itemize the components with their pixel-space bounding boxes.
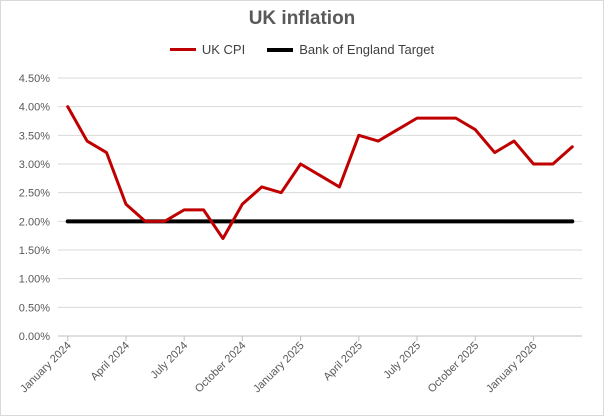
x-tick-label: July 2025 <box>381 340 423 382</box>
legend-swatch-boe-target <box>267 47 294 52</box>
y-tick-label: 1.50% <box>19 245 50 257</box>
legend-label-uk-cpi: UK CPI <box>201 42 246 57</box>
series-line-uk-cpi <box>66 105 574 241</box>
y-tick-label: 0.50% <box>19 302 50 314</box>
x-tick-label: October 2025 <box>426 340 482 396</box>
x-tick-label: April 2024 <box>89 340 133 384</box>
x-tick-label: October 2024 <box>193 340 249 396</box>
legend-item-uk-cpi: UK CPI <box>169 42 246 57</box>
x-tick-label: July 2024 <box>148 340 190 382</box>
y-tick-label: 3.50% <box>19 130 50 142</box>
x-tick-label: April 2025 <box>321 340 365 384</box>
y-tick-label: 2.00% <box>19 216 50 228</box>
legend-label-boe-target: Bank of England Target <box>299 42 435 57</box>
chart-title: UK inflation <box>248 8 356 29</box>
y-tick-label: 3.00% <box>19 159 50 171</box>
y-tick-label: 1.00% <box>19 274 50 286</box>
x-tick-label: January 2026 <box>484 340 540 396</box>
x-tick-label: January 2024 <box>18 340 74 396</box>
y-tick-label: 4.50% <box>19 73 50 85</box>
legend-item-boe-target: Bank of England Target <box>267 42 434 57</box>
y-tick-label: 2.50% <box>19 188 50 200</box>
y-tick-label: 0.00% <box>19 331 50 343</box>
chart-legend: UK CPI Bank of England Target <box>0 42 604 57</box>
x-tick-label: January 2025 <box>251 340 307 396</box>
y-tick-label: 4.00% <box>19 102 50 114</box>
legend-swatch-uk-cpi <box>169 48 196 51</box>
